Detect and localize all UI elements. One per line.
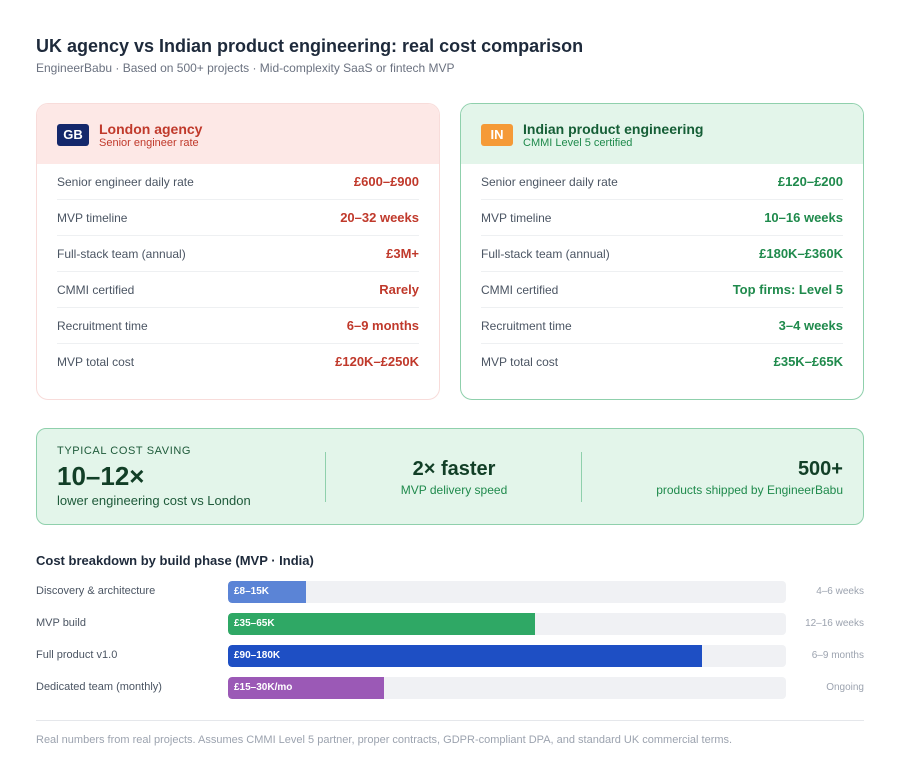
bar-category-label: Dedicated team (monthly) — [36, 681, 162, 693]
row-value: £120K–£250K — [335, 354, 419, 369]
bar-duration-label: 12–16 weeks — [805, 618, 864, 629]
india-engineering-card: IN Indian product engineering CMMI Level… — [460, 103, 864, 400]
row-label: Full-stack team (annual) — [57, 247, 186, 261]
banner-divider — [581, 452, 582, 502]
bar-track: £90–180K — [228, 645, 786, 667]
row-value: Rarely — [379, 282, 419, 297]
bar-row: Dedicated team (monthly) £15–30K/mo Ongoin… — [36, 675, 864, 699]
bar-row: MVP build £35–65K 12–16 weeks — [36, 611, 864, 635]
bar-value-label: £15–30K/mo — [234, 682, 293, 693]
page-subtitle: EngineerBabu · Based on 500+ projects · … — [36, 61, 455, 75]
in-row-daily-rate: Senior engineer daily rate £120–£200 — [481, 164, 843, 200]
uk-row-mvp-cost: MVP total cost £120K–£250K — [57, 344, 419, 380]
banner-divider — [325, 452, 326, 502]
row-value: 20–32 weeks — [340, 210, 419, 225]
uk-row-mvp-timeline: MVP timeline 20–32 weeks — [57, 200, 419, 236]
row-label: MVP timeline — [481, 211, 552, 225]
bar-category-label: Discovery & architecture — [36, 585, 156, 597]
gb-flag-badge: GB — [57, 124, 89, 146]
uk-card-header: GB London agency Senior engineer rate — [37, 104, 439, 164]
speed-stat-value: 2× faster — [412, 458, 496, 480]
bar-duration-label: Ongoing — [826, 682, 864, 693]
uk-card-title: London agency — [99, 121, 203, 137]
bar: £90–180K — [228, 645, 702, 667]
uk-row-daily-rate: Senior engineer daily rate £600–£900 — [57, 164, 419, 200]
in-row-mvp-cost: MVP total cost £35K–£65K — [481, 344, 843, 380]
saving-multiplier: 10–12× — [57, 461, 145, 491]
uk-card-subtitle: Senior engineer rate — [99, 137, 199, 149]
footer-divider — [36, 720, 864, 721]
bar: £35–65K — [228, 613, 535, 635]
row-label: Full-stack team (annual) — [481, 247, 610, 261]
in-flag-badge: IN — [481, 124, 513, 146]
row-label: Senior engineer daily rate — [481, 175, 618, 189]
row-value: 6–9 months — [346, 318, 419, 333]
in-card-title: Indian product engineering — [523, 121, 704, 137]
bar-row: Full product v1.0 £90–180K 6–9 months — [36, 643, 864, 667]
saving-description: lower engineering cost vs London — [57, 493, 251, 508]
products-stat-label: products shipped by EngineerBabu — [656, 483, 843, 497]
row-label: Senior engineer daily rate — [57, 175, 194, 189]
bar-value-label: £90–180K — [234, 650, 281, 661]
bar-track: £35–65K — [228, 613, 786, 635]
bar-duration-label: 6–9 months — [811, 650, 864, 661]
in-row-team-annual: Full-stack team (annual) £180K–£360K — [481, 236, 843, 272]
row-label: Recruitment time — [57, 319, 148, 333]
bar-duration-label: 4–6 weeks — [816, 586, 864, 597]
uk-row-cmmi: CMMI certified Rarely — [57, 272, 419, 308]
bar-category-label: MVP build — [36, 617, 86, 629]
bar-track: £15–30K/mo — [228, 677, 786, 699]
footer-note: Real numbers from real projects. Assumes… — [36, 734, 733, 746]
row-label: MVP total cost — [57, 355, 135, 369]
row-value: £120–£200 — [777, 174, 843, 189]
row-label: CMMI certified — [481, 283, 559, 297]
in-card-header: IN Indian product engineering CMMI Level… — [461, 104, 863, 164]
row-value: 10–16 weeks — [764, 210, 843, 225]
bar-track: £8–15K — [228, 581, 786, 603]
uk-card-rows: Senior engineer daily rate £600–£900 MVP… — [57, 164, 419, 380]
bar-category-label: Full product v1.0 — [36, 649, 118, 661]
speed-stat-label: MVP delivery speed — [400, 483, 508, 497]
bar-value-label: £35–65K — [234, 618, 275, 629]
bar: £8–15K — [228, 581, 306, 603]
row-value: £35K–£65K — [773, 354, 843, 369]
breakdown-bar-chart: Discovery & architecture £8–15K 4–6 weeks M… — [36, 579, 864, 707]
in-card-subtitle: CMMI Level 5 certified — [523, 137, 633, 149]
cost-saving-banner: TYPICAL COST SAVING 10–12× lower enginee… — [36, 428, 864, 525]
row-value: Top firms: Level 5 — [732, 282, 843, 297]
bar-value-label: £8–15K — [234, 586, 270, 597]
row-value: £3M+ — [386, 246, 419, 261]
uk-agency-card: GB London agency Senior engineer rate Se… — [36, 103, 440, 400]
saving-kicker: TYPICAL COST SAVING — [57, 445, 192, 457]
in-row-cmmi: CMMI certified Top firms: Level 5 — [481, 272, 843, 308]
row-label: MVP total cost — [481, 355, 559, 369]
row-value: £600–£900 — [353, 174, 419, 189]
in-card-rows: Senior engineer daily rate £120–£200 MVP… — [481, 164, 843, 380]
in-row-recruitment: Recruitment time 3–4 weeks — [481, 308, 843, 344]
bar: £15–30K/mo — [228, 677, 384, 699]
breakdown-title: Cost breakdown by build phase (MVP · Ind… — [36, 553, 314, 568]
page-title: UK agency vs Indian product engineering:… — [36, 36, 584, 56]
bar-row: Discovery & architecture £8–15K 4–6 weeks — [36, 579, 864, 603]
in-row-mvp-timeline: MVP timeline 10–16 weeks — [481, 200, 843, 236]
row-label: Recruitment time — [481, 319, 572, 333]
row-label: MVP timeline — [57, 211, 128, 225]
uk-row-recruitment: Recruitment time 6–9 months — [57, 308, 419, 344]
row-value: £180K–£360K — [759, 246, 843, 261]
row-label: CMMI certified — [57, 283, 135, 297]
products-stat-value: 500+ — [797, 458, 843, 480]
row-value: 3–4 weeks — [778, 318, 843, 333]
uk-row-team-annual: Full-stack team (annual) £3M+ — [57, 236, 419, 272]
